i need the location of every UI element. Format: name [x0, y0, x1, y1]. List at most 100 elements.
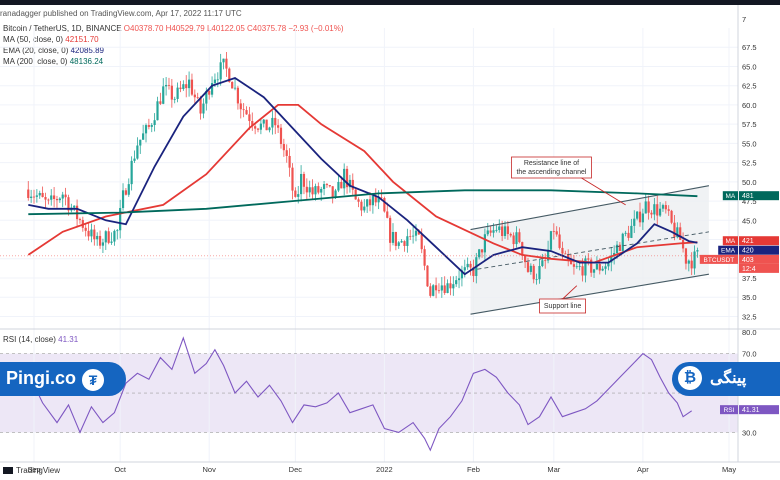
rsi-value: 41.31	[58, 335, 79, 344]
candle-body	[633, 218, 636, 226]
pingi-banner-text: Pingi.co	[6, 368, 77, 388]
candle-body	[337, 181, 340, 191]
time-axis-label: Apr	[637, 465, 649, 474]
price-axis-label: 57.5	[742, 120, 757, 129]
candle-body	[650, 212, 653, 215]
rsi-axis-label: 30.0	[742, 428, 757, 437]
candle-body	[363, 206, 366, 211]
candle-body	[317, 186, 320, 193]
ma200-value: 48136.24	[69, 57, 104, 66]
candle-body	[55, 198, 59, 201]
time-axis-label: Nov	[203, 465, 217, 474]
price-axis-label: 32.5	[742, 312, 757, 321]
price-tag-value-box	[739, 191, 779, 201]
candle-body	[670, 210, 673, 223]
candle-body	[618, 244, 621, 251]
candle-body	[136, 145, 139, 159]
price-axis-label: 35.0	[742, 293, 757, 302]
price-tag-name: EMA	[721, 248, 736, 255]
candle-body	[213, 79, 217, 84]
candle-body	[457, 278, 461, 281]
candle-body	[656, 204, 659, 216]
candle-body	[147, 125, 150, 127]
price-tag-name-box	[699, 254, 738, 264]
candle-body	[598, 264, 601, 271]
candle-body	[64, 194, 67, 198]
candle-body	[291, 167, 294, 191]
candle-body	[518, 232, 521, 243]
candle-body	[58, 198, 61, 201]
candle-body	[440, 285, 443, 291]
ma50-value: 42151.70	[65, 35, 99, 44]
ma200-legend[interactable]: MA (200, close, 0) 48136.24	[3, 57, 103, 66]
candle-body	[455, 280, 458, 285]
candle-body	[498, 226, 501, 230]
candle-body	[569, 260, 573, 265]
candle-body	[357, 199, 360, 202]
candle-body	[47, 199, 50, 201]
candle-body	[231, 81, 234, 89]
candle-body	[434, 285, 438, 291]
candle-body	[564, 253, 567, 255]
support-annotation-text: Support line	[544, 303, 581, 310]
channel-mid-line	[470, 231, 709, 271]
tradingview-logo[interactable]: TradingView	[3, 466, 60, 475]
candle-body	[529, 265, 532, 272]
candle-body	[325, 184, 329, 186]
price-axis-label: 37.5	[742, 274, 757, 283]
candle-body	[202, 103, 205, 114]
price-axis-label-top: 7	[742, 15, 746, 24]
candle-body	[96, 235, 99, 240]
candle-body	[153, 120, 156, 125]
candle-body	[492, 230, 495, 233]
candle-body	[572, 264, 576, 267]
pingi-persian-banner[interactable]: ₿ پینگی	[672, 362, 780, 396]
candle-body	[684, 248, 688, 264]
candle-body	[167, 84, 171, 86]
candle-body	[414, 230, 418, 236]
pingi-banner[interactable]: Pingi.co ₮	[0, 362, 126, 396]
rsi-value-tag-box	[739, 405, 779, 415]
price-tag-value-box	[739, 263, 779, 273]
ema20-value: 42085.89	[70, 46, 104, 55]
candle-body	[277, 125, 280, 128]
candle-body	[426, 265, 429, 287]
top-bar	[0, 0, 780, 5]
candle-body	[638, 211, 642, 223]
ma50-legend[interactable]: MA (50, close, 0) 42151.70	[3, 35, 99, 44]
candle-body	[515, 232, 518, 245]
ma200-label: MA (200, close, 0)	[3, 57, 68, 66]
rsi-legend[interactable]: RSI (14, close) 41.31	[3, 335, 78, 344]
candle-body	[190, 79, 194, 95]
ma50-label: MA (50, close, 0)	[3, 35, 64, 44]
candle-body	[696, 250, 699, 252]
candle-body	[446, 283, 449, 293]
candle-body	[139, 139, 142, 146]
candle-body	[601, 268, 604, 271]
candle-body	[182, 84, 185, 90]
symbol-title: Bitcoin / TetherUS, 1D, BINANCE	[3, 24, 122, 33]
candle-body	[268, 127, 271, 131]
candle-body	[466, 263, 469, 268]
candle-body	[165, 84, 168, 87]
candle-body	[615, 244, 619, 253]
candle-body	[624, 232, 627, 234]
ohlc-values: O40378.70 H40529.79 L40122.05 C40375.78 …	[123, 24, 344, 33]
price-axis-label: 45.0	[742, 216, 757, 225]
candle-body	[578, 266, 581, 267]
candle-body	[360, 201, 363, 211]
candle-body	[259, 123, 262, 130]
candle-body	[595, 264, 599, 270]
ema20-legend[interactable]: EMA (20, close, 0) 42085.89	[3, 46, 104, 55]
candle-body	[144, 125, 148, 134]
candle-body	[460, 270, 464, 279]
candle-body	[331, 186, 334, 198]
candle-body	[124, 190, 128, 195]
candle-body	[432, 285, 435, 296]
price-axis-label: 52.5	[742, 159, 757, 168]
price-tag-value: 481	[742, 193, 754, 200]
candle-body	[676, 227, 679, 238]
candle-body	[127, 184, 130, 195]
candle-body	[383, 198, 386, 212]
